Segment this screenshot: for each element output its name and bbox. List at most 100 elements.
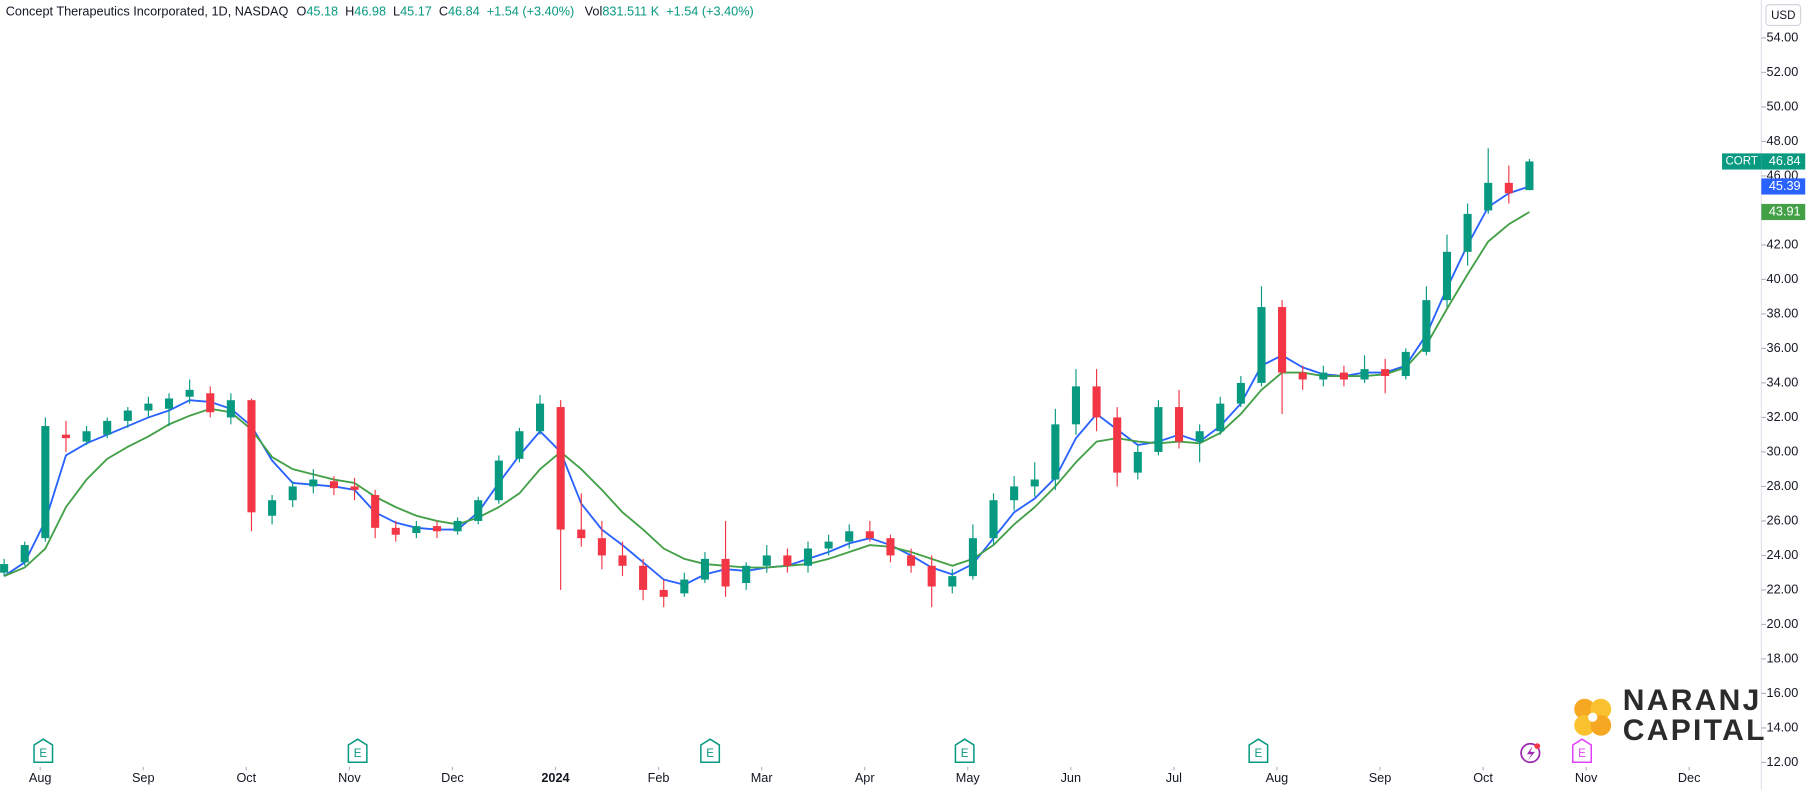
candle-body bbox=[1154, 407, 1163, 452]
y-tick-label: 20.00 bbox=[1767, 617, 1799, 631]
ohlc-value: 46.84 bbox=[448, 5, 480, 19]
x-tick-label: May bbox=[956, 771, 981, 785]
candle-body bbox=[1051, 424, 1060, 480]
earnings-event[interactable]: E bbox=[700, 738, 721, 764]
candle-body bbox=[700, 558, 709, 580]
candle-body bbox=[721, 558, 730, 587]
candle-body bbox=[1381, 369, 1390, 377]
earnings-event[interactable]: E bbox=[954, 738, 975, 764]
y-tick-label: 18.00 bbox=[1767, 651, 1799, 665]
y-tick-label: 52.00 bbox=[1767, 65, 1799, 79]
candle-body bbox=[1216, 403, 1225, 432]
candle-body bbox=[1525, 161, 1534, 191]
x-tick-label: Mar bbox=[751, 771, 774, 785]
candle-body bbox=[762, 555, 771, 566]
x-tick-label: Aug bbox=[29, 771, 52, 785]
earnings-event[interactable]: E bbox=[1572, 738, 1592, 764]
candle-body bbox=[845, 531, 854, 542]
candle-body bbox=[412, 526, 421, 534]
ma-badge bbox=[1761, 203, 1806, 221]
candle-body bbox=[0, 564, 9, 573]
candle-body bbox=[1113, 417, 1122, 473]
earnings-event[interactable]: E bbox=[33, 738, 54, 764]
event-marker bbox=[1248, 738, 1269, 764]
currency-box[interactable] bbox=[1765, 4, 1802, 26]
candle-layer bbox=[0, 148, 1534, 608]
x-tick-label: Dec bbox=[1678, 771, 1701, 785]
currency: USD bbox=[1771, 10, 1795, 22]
event-marker bbox=[954, 738, 975, 764]
y-tick-label: 38.00 bbox=[1767, 306, 1799, 320]
candle-body bbox=[1257, 307, 1266, 383]
x-tick-label: Nov bbox=[1575, 771, 1598, 785]
watermark-line1: NARANJ bbox=[1623, 684, 1762, 717]
earnings-event[interactable]: E bbox=[1248, 738, 1269, 764]
candle-body bbox=[1442, 251, 1452, 301]
candle-body bbox=[1236, 382, 1245, 404]
ohlc-label: H bbox=[345, 5, 354, 19]
ohlc-value: 46.98 bbox=[354, 5, 386, 19]
watermark-line2: CAPITAL bbox=[1623, 714, 1767, 747]
candle-body bbox=[1360, 369, 1369, 380]
candle-body bbox=[639, 565, 648, 590]
alert-circle bbox=[1520, 742, 1541, 764]
volume-label: Vol bbox=[585, 5, 603, 19]
candle-body bbox=[453, 520, 462, 532]
ma-badge-label: 43.91 bbox=[1769, 204, 1801, 218]
candle-body bbox=[1010, 486, 1019, 501]
event-label: E bbox=[706, 748, 714, 760]
x-tick-label: Sep bbox=[1369, 771, 1392, 785]
candle-body bbox=[61, 434, 71, 439]
ohlc-label: O bbox=[296, 5, 306, 19]
alert-icon[interactable] bbox=[1520, 742, 1541, 764]
candle-body bbox=[597, 538, 606, 556]
candle-body bbox=[1484, 182, 1493, 211]
candle-body bbox=[1401, 351, 1410, 377]
candle-body bbox=[206, 393, 215, 413]
candle-body bbox=[742, 565, 751, 584]
volume-value: 831.511 K bbox=[602, 5, 659, 19]
ma-badge bbox=[1761, 178, 1806, 195]
candle-body bbox=[185, 389, 194, 397]
candle-body bbox=[1504, 182, 1513, 194]
candle-body bbox=[82, 431, 91, 442]
y-tick-label: 54.00 bbox=[1767, 30, 1799, 44]
x-tick-label: Sep bbox=[132, 771, 155, 785]
y-tick-label: 34.00 bbox=[1767, 375, 1799, 389]
candle-body bbox=[680, 579, 689, 594]
y-tick-label: 28.00 bbox=[1767, 479, 1799, 493]
x-tick-label: Nov bbox=[338, 771, 361, 785]
candle-body bbox=[1422, 300, 1431, 352]
candle-body bbox=[1174, 407, 1184, 442]
x-tick-label: Oct bbox=[1473, 771, 1493, 785]
y-tick-label: 50.00 bbox=[1767, 99, 1799, 113]
candle-body bbox=[1298, 372, 1307, 380]
candle-body bbox=[1133, 451, 1142, 473]
ohlc-value: 45.17 bbox=[400, 5, 432, 19]
price-badge-label: 46.84 bbox=[1769, 154, 1801, 168]
alert-dot bbox=[1534, 743, 1541, 749]
candle-body bbox=[659, 589, 668, 597]
candle-body bbox=[783, 555, 792, 566]
y-tick-label: 42.00 bbox=[1767, 237, 1799, 251]
logo-center bbox=[1588, 712, 1598, 722]
earnings-event[interactable]: E bbox=[347, 738, 368, 764]
ohlc-label: C bbox=[439, 5, 448, 19]
candle-body bbox=[494, 460, 503, 501]
candle-body bbox=[536, 403, 545, 432]
candle-body bbox=[824, 541, 833, 549]
candle-body bbox=[1092, 386, 1101, 418]
candle-body bbox=[123, 410, 132, 421]
candle-body bbox=[309, 479, 318, 487]
candle-body bbox=[432, 526, 442, 532]
candle-body bbox=[515, 431, 524, 459]
candle-body bbox=[164, 398, 174, 409]
x-tick-label: Aug bbox=[1266, 771, 1289, 785]
x-tick-label: 2024 bbox=[541, 771, 569, 785]
x-tick-label: Jul bbox=[1166, 771, 1182, 785]
candle-body bbox=[103, 420, 112, 435]
symbol-badge bbox=[1722, 153, 1762, 170]
candle-body bbox=[226, 400, 235, 418]
candle-body bbox=[329, 481, 338, 489]
